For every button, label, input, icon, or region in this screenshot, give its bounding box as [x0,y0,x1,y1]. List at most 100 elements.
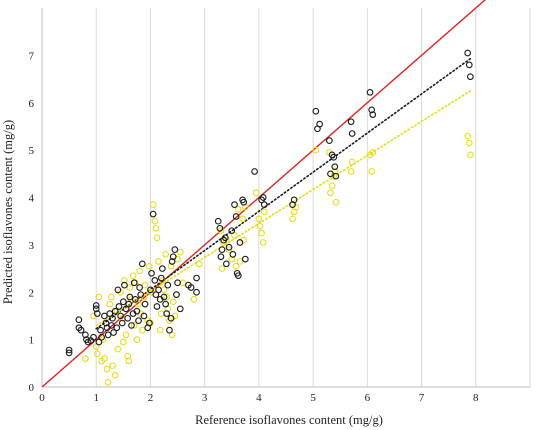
data-point [149,210,157,218]
data-point [240,198,248,206]
data-point [141,300,149,308]
data-point [95,293,103,301]
data-point [102,319,110,327]
data-point [259,194,267,201]
data-point [117,312,124,320]
data-point [119,298,127,306]
data-point [465,61,473,69]
data-point [218,246,226,253]
data-point [163,310,171,317]
data-point [82,331,89,339]
data-point [162,251,169,258]
data-point [103,365,111,373]
data-point [173,291,180,298]
data-point [92,302,100,309]
data-point [464,49,471,57]
x-tick-label: 3 [202,392,208,404]
data-point [128,322,135,329]
x-tick-label: 6 [365,392,371,404]
data-point [151,217,159,225]
data-point [467,73,474,81]
data-point [135,317,142,325]
data-point [92,305,100,313]
data-point [147,286,154,294]
trend-line [95,57,472,330]
data-point [252,189,260,197]
x-tick-label: 8 [473,392,479,404]
data-point [156,326,164,334]
data-point [223,260,230,268]
data-point [125,357,133,365]
data-point [327,189,334,197]
data-point [97,326,104,334]
data-point [316,120,323,128]
data-point [234,205,242,213]
data-point [312,107,320,115]
data-point [193,288,200,296]
data-point [122,331,130,339]
data-point [111,371,119,379]
data-point [169,298,177,306]
data-point [232,213,240,220]
data-point [106,300,114,308]
data-point [157,310,165,317]
data-point [251,168,258,175]
y-tick-label: 5 [29,145,35,157]
data-point [214,217,222,225]
y-tick-label: 7 [29,50,35,62]
data-point [108,293,115,301]
data-point [130,279,138,287]
data-point [130,322,138,329]
data-point [141,281,149,289]
data-point [195,260,203,268]
data-point [162,300,169,308]
data-point [290,196,298,204]
data-point [114,345,122,353]
data-point [101,355,108,362]
data-point [124,352,132,360]
data-point [146,319,153,327]
x-tick-label: 4 [256,392,262,404]
data-point [326,137,333,144]
data-point [114,286,122,294]
data-point [258,229,265,237]
data-point [125,300,133,308]
y-tick-label: 4 [29,193,35,205]
data-point [332,198,340,206]
x-tick-label: 0 [39,392,45,404]
data-point [138,260,146,268]
data-point [146,262,153,270]
data-point [328,182,336,190]
data-point [332,172,340,180]
data-point [133,307,141,315]
data-point [174,279,181,287]
data-point [121,277,128,284]
data-point [234,272,242,280]
data-point [465,139,473,147]
data-point [82,355,89,362]
data-point [135,300,142,308]
data-point [75,316,83,324]
data-point [239,215,246,223]
data-point [157,274,165,282]
data-point [93,310,101,317]
data-point [167,314,175,322]
data-point [124,314,132,322]
data-point [241,255,249,263]
x-tick-label: 5 [310,392,316,404]
x-axis-title: Reference isoflavones content (mg/g) [195,413,383,427]
data-point [217,253,225,261]
data-point [65,349,73,357]
data-point [137,291,145,298]
data-point [171,246,179,253]
data-point [369,111,377,118]
data-point [118,319,126,327]
data-point [113,324,121,332]
data-point [164,281,172,289]
data-point [193,274,200,282]
data-point [187,284,195,291]
data-point [225,246,233,253]
data-point [228,227,236,235]
data-point [169,253,177,261]
data-point [166,326,173,334]
